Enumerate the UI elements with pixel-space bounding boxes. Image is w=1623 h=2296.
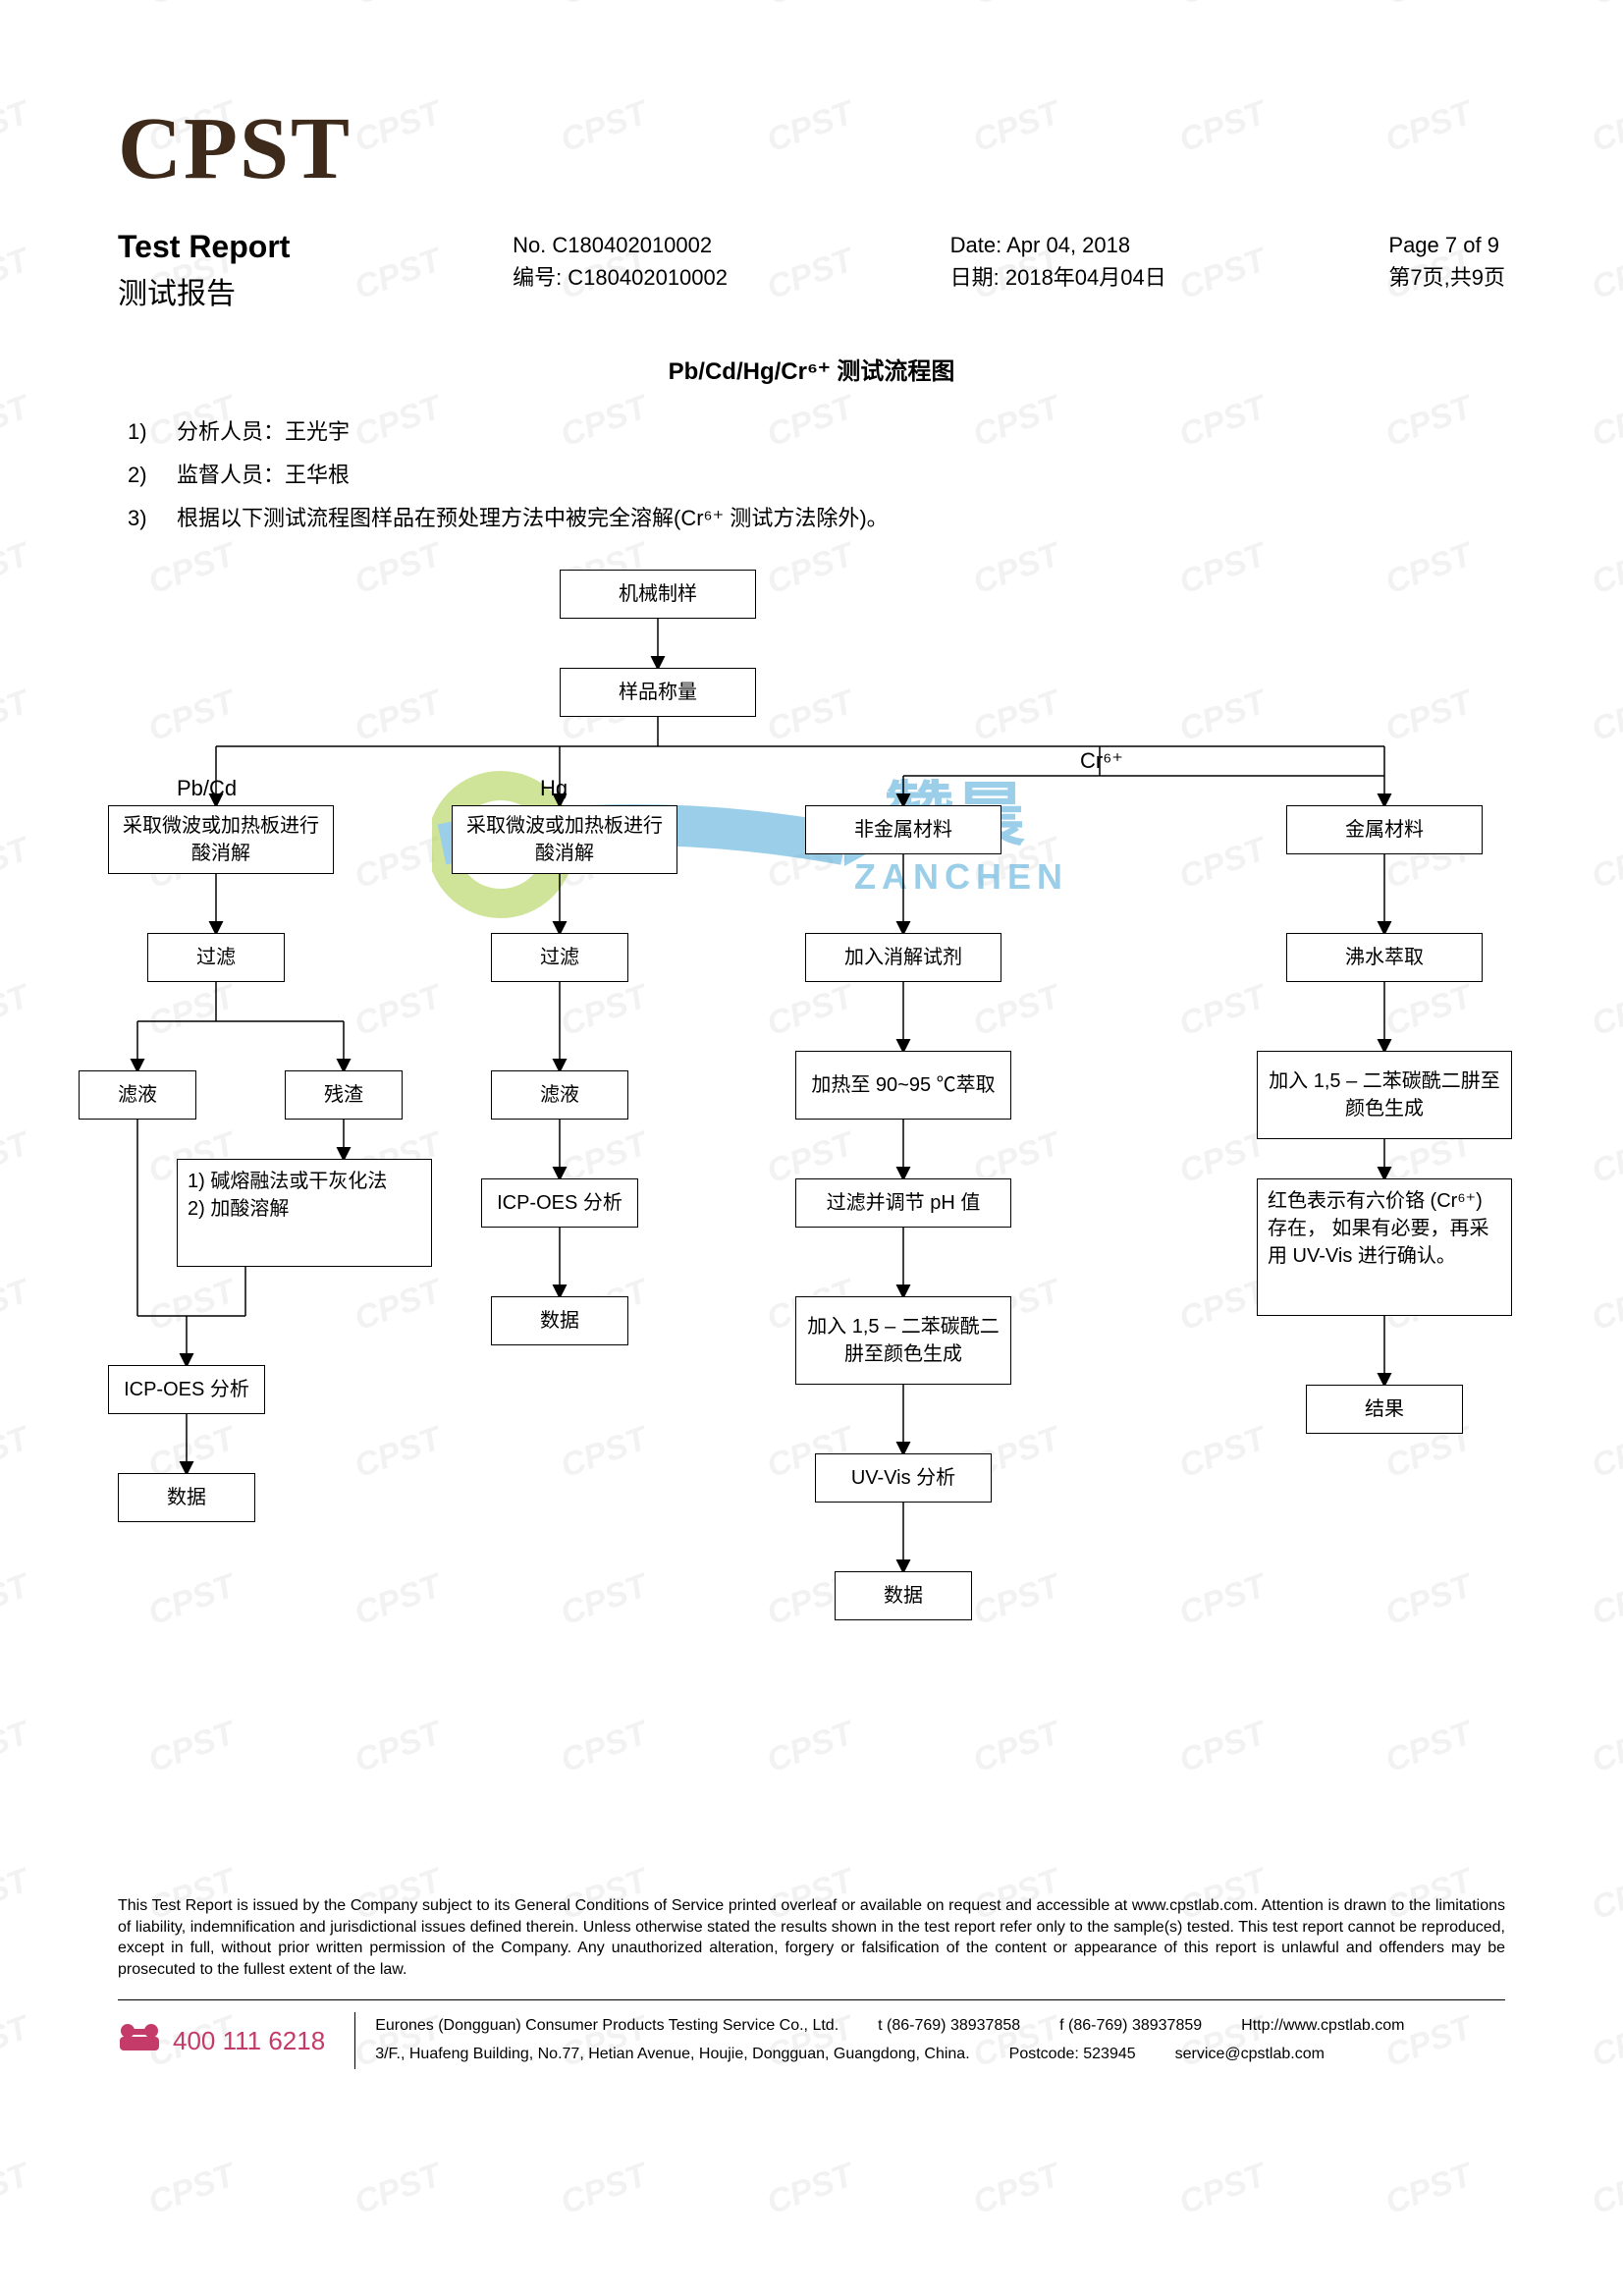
footer-web: Http://www.cpstlab.com: [1241, 2012, 1404, 2041]
logo: CPST: [118, 98, 1505, 199]
node-icp2: ICP-OES 分析: [108, 1365, 265, 1414]
node-filtrate2: 滤液: [491, 1070, 628, 1120]
node-filter1: 过滤: [147, 933, 285, 982]
node-weigh: 样品称量: [560, 668, 756, 717]
footer-tel: t (86-769) 38937858: [878, 2012, 1020, 2041]
node-residue1: 残渣: [285, 1070, 403, 1120]
node-red: 红色表示有六价铬 (Cr⁶⁺) 存在， 如果有必要，再采用 UV-Vis 进行确…: [1257, 1178, 1512, 1316]
footer-postcode: Postcode: 523945: [1009, 2041, 1136, 2069]
node-add15-a: 加入 1,5 – 二苯碳酰二肼至颜色生成: [795, 1296, 1011, 1385]
node-result: 结果: [1306, 1385, 1463, 1434]
node-filter2: 过滤: [491, 933, 628, 982]
node-heat90: 加热至 90~95 ℃萃取: [795, 1051, 1011, 1120]
node-digest1: 采取微波或加热板进行酸消解: [108, 805, 334, 874]
flowchart: 赞晨 ZANCHEN: [118, 570, 1505, 1866]
phone-icon: [118, 2023, 161, 2058]
date-zh: 日期: 2018年04月04日: [950, 261, 1166, 294]
phone-number: 400 111 6218: [173, 2026, 325, 2056]
node-data1: 数据: [118, 1473, 255, 1522]
disclaimer: This Test Report is issued by the Compan…: [118, 1895, 1505, 1980]
page-zh: 第7页,共9页: [1388, 261, 1505, 294]
list-3: 根据以下测试流程图样品在预处理方法中被完全溶解(Cr⁶⁺ 测试方法除外)。: [177, 497, 889, 540]
node-data2: 数据: [491, 1296, 628, 1345]
list-1: 分析人员：王光宇: [177, 410, 350, 454]
label-cr6: Cr⁶⁺: [1080, 748, 1123, 774]
node-alkali: 1) 碱熔融法或干灰化法 2) 加酸溶解: [177, 1159, 432, 1267]
report-no-en: No. C180402010002: [513, 229, 728, 261]
page-en: Page 7 of 9: [1388, 229, 1505, 261]
node-boil: 沸水萃取: [1286, 933, 1483, 982]
title-zh: 测试报告: [118, 269, 290, 312]
node-icp1: ICP-OES 分析: [481, 1178, 638, 1228]
node-add15-b: 加入 1,5 – 二苯碳酰二肼至颜色生成: [1257, 1051, 1512, 1139]
label-pbcd: Pb/Cd: [177, 776, 237, 801]
footer: 400 111 6218 Eurones (Dongguan) Consumer…: [118, 1999, 1505, 2069]
node-metal: 金属材料: [1286, 805, 1483, 854]
node-mech: 机械制样: [560, 570, 756, 619]
node-filtrate1: 滤液: [79, 1070, 196, 1120]
footer-company: Eurones (Dongguan) Consumer Products Tes…: [375, 2012, 839, 2041]
node-digest2: 采取微波或加热板进行酸消解: [452, 805, 677, 874]
node-addreagent: 加入消解试剂: [805, 933, 1001, 982]
date-en: Date: Apr 04, 2018: [950, 229, 1166, 261]
node-data3: 数据: [835, 1571, 972, 1620]
list-2: 监督人员：王华根: [177, 454, 350, 497]
node-nonmetal: 非金属材料: [805, 805, 1001, 854]
footer-email: service@cpstlab.com: [1175, 2041, 1325, 2069]
footer-address: 3/F., Huafeng Building, No.77, Hetian Av…: [375, 2041, 969, 2069]
report-no-zh: 编号: C180402010002: [513, 261, 728, 294]
label-hg: Hg: [540, 776, 568, 801]
footer-fax: f (86-769) 38937859: [1059, 2012, 1202, 2041]
node-uvvis: UV-Vis 分析: [815, 1453, 992, 1503]
node-filterph: 过滤并调节 pH 值: [795, 1178, 1011, 1228]
header: Test Report 测试报告 No. C180402010002 编号: C…: [118, 229, 1505, 312]
info-list: 1)分析人员：王光宇 2)监督人员：王华根 3)根据以下测试流程图样品在预处理方…: [118, 410, 1505, 540]
section-title: Pb/Cd/Hg/Cr⁶⁺ 测试流程图: [118, 352, 1505, 386]
title-en: Test Report: [118, 229, 290, 265]
